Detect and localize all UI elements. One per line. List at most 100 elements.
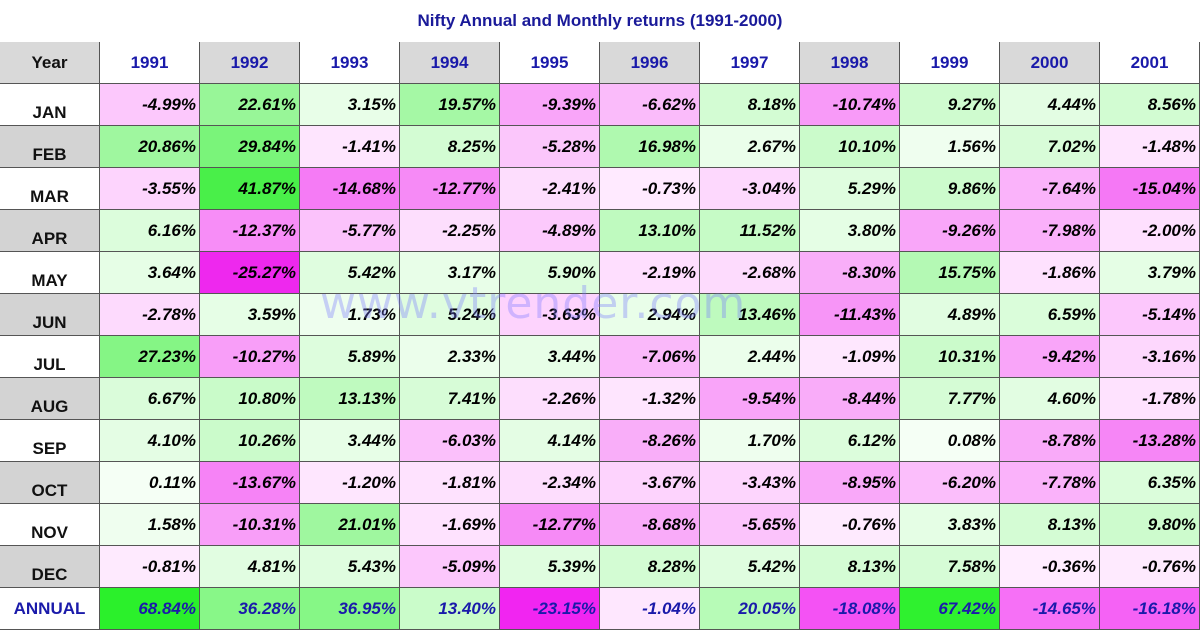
annual-return-cell: 36.28%: [200, 588, 300, 630]
return-cell: 9.80%: [1100, 504, 1200, 546]
return-cell: 19.57%: [400, 84, 500, 126]
return-cell: 5.29%: [800, 168, 900, 210]
return-cell: 3.64%: [100, 252, 200, 294]
return-cell: 3.15%: [300, 84, 400, 126]
return-cell: 27.23%: [100, 336, 200, 378]
return-cell: -9.39%: [500, 84, 600, 126]
return-cell: 22.61%: [200, 84, 300, 126]
annual-return-cell: -18.08%: [800, 588, 900, 630]
annual-return-cell: 13.40%: [400, 588, 500, 630]
return-cell: 7.58%: [900, 546, 1000, 588]
returns-grid: Year 1991 1992 1993 1994 1995 1996 1997 1998 1999…: [0, 42, 1200, 630]
return-cell: 1.56%: [900, 126, 1000, 168]
return-cell: -5.77%: [300, 210, 400, 252]
return-cell: 3.80%: [800, 210, 900, 252]
return-cell: 5.89%: [300, 336, 400, 378]
annual-return-cell: 20.05%: [700, 588, 800, 630]
return-cell: -2.26%: [500, 378, 600, 420]
return-cell: -2.34%: [500, 462, 600, 504]
return-cell: 21.01%: [300, 504, 400, 546]
return-cell: -1.69%: [400, 504, 500, 546]
return-cell: 9.86%: [900, 168, 1000, 210]
return-cell: 0.11%: [100, 462, 200, 504]
return-cell: 3.44%: [500, 336, 600, 378]
return-cell: -12.77%: [500, 504, 600, 546]
annual-return-cell: -23.15%: [500, 588, 600, 630]
return-cell: 3.59%: [200, 294, 300, 336]
return-cell: 13.13%: [300, 378, 400, 420]
return-cell: 1.58%: [100, 504, 200, 546]
year-column-header: 1992: [200, 42, 300, 84]
return-cell: -5.09%: [400, 546, 500, 588]
return-cell: 15.75%: [900, 252, 1000, 294]
return-cell: -7.64%: [1000, 168, 1100, 210]
return-cell: 8.13%: [800, 546, 900, 588]
return-cell: -0.81%: [100, 546, 200, 588]
return-cell: -12.37%: [200, 210, 300, 252]
year-column-header: 1991: [100, 42, 200, 84]
return-cell: 4.10%: [100, 420, 200, 462]
month-label: JUN: [0, 294, 100, 336]
return-cell: 5.42%: [700, 546, 800, 588]
return-cell: -1.86%: [1000, 252, 1100, 294]
return-cell: 3.79%: [1100, 252, 1200, 294]
return-cell: 5.90%: [500, 252, 600, 294]
return-cell: -8.95%: [800, 462, 900, 504]
return-cell: -10.74%: [800, 84, 900, 126]
return-cell: -2.25%: [400, 210, 500, 252]
return-cell: 8.13%: [1000, 504, 1100, 546]
return-cell: -9.26%: [900, 210, 1000, 252]
return-cell: -2.19%: [600, 252, 700, 294]
annual-return-cell: 36.95%: [300, 588, 400, 630]
return-cell: 41.87%: [200, 168, 300, 210]
return-cell: 11.52%: [700, 210, 800, 252]
month-label: JUL: [0, 336, 100, 378]
year-column-header: 1995: [500, 42, 600, 84]
return-cell: -11.43%: [800, 294, 900, 336]
return-cell: -1.09%: [800, 336, 900, 378]
return-cell: 6.16%: [100, 210, 200, 252]
return-cell: 1.73%: [300, 294, 400, 336]
return-cell: -1.32%: [600, 378, 700, 420]
return-cell: 8.25%: [400, 126, 500, 168]
year-column-header: 1997: [700, 42, 800, 84]
return-cell: 6.35%: [1100, 462, 1200, 504]
return-cell: -7.78%: [1000, 462, 1100, 504]
return-cell: -3.63%: [500, 294, 600, 336]
return-cell: -8.78%: [1000, 420, 1100, 462]
return-cell: 10.80%: [200, 378, 300, 420]
return-cell: 7.41%: [400, 378, 500, 420]
return-cell: -4.89%: [500, 210, 600, 252]
return-cell: 3.44%: [300, 420, 400, 462]
return-cell: 8.18%: [700, 84, 800, 126]
return-cell: -8.30%: [800, 252, 900, 294]
return-cell: -6.62%: [600, 84, 700, 126]
return-cell: 9.27%: [900, 84, 1000, 126]
return-cell: -3.67%: [600, 462, 700, 504]
month-label: JAN: [0, 84, 100, 126]
return-cell: 4.81%: [200, 546, 300, 588]
month-label: MAY: [0, 252, 100, 294]
return-cell: 5.39%: [500, 546, 600, 588]
return-cell: 4.14%: [500, 420, 600, 462]
return-cell: -3.16%: [1100, 336, 1200, 378]
return-cell: 4.60%: [1000, 378, 1100, 420]
return-cell: 20.86%: [100, 126, 200, 168]
year-column-header: 2001: [1100, 42, 1200, 84]
return-cell: -2.00%: [1100, 210, 1200, 252]
return-cell: -5.28%: [500, 126, 600, 168]
table-title: Nifty Annual and Monthly returns (1991-2…: [0, 0, 1200, 43]
return-cell: -12.77%: [400, 168, 500, 210]
return-cell: 8.56%: [1100, 84, 1200, 126]
return-cell: 4.44%: [1000, 84, 1100, 126]
annual-return-cell: -14.65%: [1000, 588, 1100, 630]
return-cell: -25.27%: [200, 252, 300, 294]
month-label: FEB: [0, 126, 100, 168]
return-cell: -3.04%: [700, 168, 800, 210]
return-cell: 10.26%: [200, 420, 300, 462]
return-cell: -0.76%: [1100, 546, 1200, 588]
return-cell: -0.36%: [1000, 546, 1100, 588]
return-cell: -7.98%: [1000, 210, 1100, 252]
year-column-header: 1994: [400, 42, 500, 84]
return-cell: -8.44%: [800, 378, 900, 420]
